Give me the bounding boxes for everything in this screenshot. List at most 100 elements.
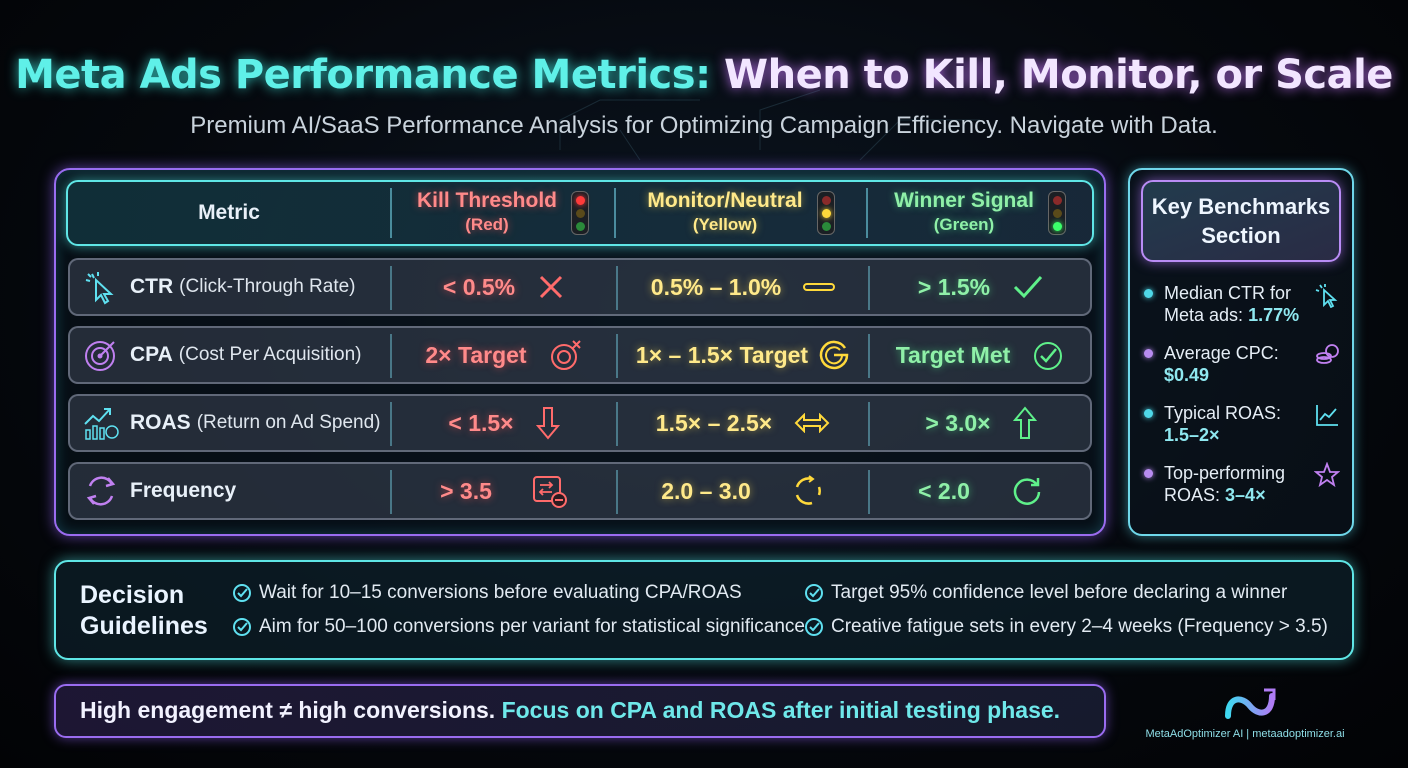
benchmark-item: Median CTR for Meta ads: 1.77% <box>1144 282 1344 328</box>
winner-value: > 1.5% <box>917 273 991 300</box>
arrow-up-icon <box>1012 406 1037 439</box>
metric-cell: CPA (Cost Per Acquisition) <box>70 328 390 382</box>
metric-name: Frequency <box>130 479 237 502</box>
decision-guidelines-title: Decision Guidelines <box>80 581 208 640</box>
insight-banner <box>54 684 1106 738</box>
guideline-item: Aim for 50–100 conversions per variant f… <box>232 616 805 638</box>
benchmark-value: 1.77% <box>1248 305 1300 325</box>
kill-value-cell: 2× Target <box>392 328 616 382</box>
benchmark-text: Top-performing ROAS: 3–4× <box>1164 463 1286 505</box>
benchmark-item: Typical ROAS: 1.5–2× <box>1144 402 1344 448</box>
benchmark-text: Typical ROAS: 1.5–2× <box>1164 403 1282 445</box>
bullet-dot <box>1144 349 1153 358</box>
header-divider <box>390 188 392 238</box>
table-row-frequency: Frequency > 3.5 2.0 – 3.0 < 2.0 <box>68 462 1092 520</box>
guideline-item: Creative fatigue sets in every 2–4 weeks… <box>804 616 1328 638</box>
guideline-item: Target 95% confidence level before decla… <box>804 582 1287 604</box>
cursor-icon <box>1315 284 1338 308</box>
benchmarks-title-line2: Section <box>1201 223 1281 248</box>
winner-value: < 2.0 <box>918 477 970 504</box>
row-divider <box>616 334 618 378</box>
refresh-cycle-icon <box>86 476 116 506</box>
metric-description: (Return on Ad Spend) <box>196 412 381 433</box>
monitor-value-cell: 1.5× – 2.5× <box>618 396 868 450</box>
monitor-value: 2.0 – 3.0 <box>661 477 751 504</box>
check-circle-icon <box>233 584 251 602</box>
decision-guidelines-panel <box>54 560 1354 660</box>
guideline-text: Target 95% confidence level before decla… <box>831 582 1288 603</box>
winner-value-cell: > 3.0× <box>870 396 1092 450</box>
header-winner-label: Winner Signal (Green) <box>894 189 1034 234</box>
cursor-click-icon <box>85 272 114 305</box>
monitor-value: 1.5× – 2.5× <box>655 409 773 436</box>
guideline-text: Aim for 50–100 conversions per variant f… <box>259 616 805 637</box>
page-title: Meta Ads Performance Metrics: When to Ki… <box>0 52 1408 98</box>
target-icon <box>85 341 115 371</box>
header-monitor: Monitor/Neutral (Yellow) <box>616 182 866 244</box>
monitor-value-cell: 2.0 – 3.0 <box>618 464 868 518</box>
metric-cell: Frequency <box>70 464 390 518</box>
row-divider <box>390 266 392 310</box>
kill-value-cell: < 0.5% <box>392 260 616 314</box>
cycle-arrows-icon <box>795 475 821 505</box>
metric-description: (Cost Per Acquisition) <box>178 344 362 365</box>
table-row-ctr: CTR (Click-Through Rate) < 0.5% 0.5% – 1… <box>68 258 1092 316</box>
table-header-row: Metric Kill Threshold (Red) Monitor/Neut… <box>66 180 1094 246</box>
guideline-text: Wait for 10–15 conversions before evalua… <box>259 582 742 603</box>
header-divider <box>614 188 616 238</box>
title-part-1: Meta Ads Performance Metrics: <box>15 52 711 98</box>
x-mark-icon <box>540 275 563 299</box>
header-monitor-label: Monitor/Neutral (Yellow) <box>647 189 803 234</box>
arrow-left-right-icon <box>794 413 830 433</box>
winner-value-cell: Target Met <box>870 328 1092 382</box>
metric-name: ROAS <box>130 411 191 434</box>
partial-target-icon <box>819 340 849 370</box>
kill-value: < 1.5× <box>448 409 514 436</box>
page-subtitle: Premium AI/SaaS Performance Analysis for… <box>190 112 1218 139</box>
header-winner: Winner Signal (Green) <box>868 182 1092 244</box>
title-part-2: When to Kill, Monitor, or Scale <box>724 52 1393 98</box>
kill-value: > 3.5 <box>440 477 492 504</box>
benchmark-value: $0.49 <box>1164 365 1210 385</box>
checkmark-icon <box>1014 275 1043 299</box>
kill-value-cell: < 1.5× <box>392 396 616 450</box>
bullet-dot <box>1144 289 1153 298</box>
benchmarks-title-line1: Key Benchmarks <box>1151 194 1331 219</box>
insight-banner-text: High engagement ≠ high conversions. Focu… <box>80 697 1060 724</box>
kill-value: < 0.5% <box>442 273 516 300</box>
winner-value-cell: < 2.0 <box>870 464 1092 518</box>
benchmarks-title: Key Benchmarks Section <box>1141 180 1341 262</box>
winner-value-cell: > 1.5% <box>870 260 1092 314</box>
benchmark-value: 1.5–2× <box>1164 425 1220 445</box>
header-metric: Metric <box>68 182 390 244</box>
coins-icon <box>1316 344 1339 364</box>
metric-name: CTR <box>130 275 174 298</box>
traffic-light-yellow-icon <box>816 191 835 235</box>
banner-text-part2: Focus on CPA and ROAS after initial test… <box>501 697 1061 723</box>
header-kill: Kill Threshold (Red) <box>392 182 614 244</box>
row-divider <box>868 266 870 310</box>
metric-name: CPA <box>130 343 173 366</box>
row-divider <box>868 470 870 514</box>
winner-value: > 3.0× <box>925 409 991 436</box>
monitor-value: 0.5% – 1.0% <box>650 273 782 300</box>
monitor-value: 1× – 1.5× Target <box>635 341 809 368</box>
bullet-dot <box>1144 409 1153 418</box>
table-row-roas: ROAS (Return on Ad Spend) < 1.5× 1.5× – … <box>68 394 1092 452</box>
banner-text-part1: High engagement ≠ high conversions. <box>80 697 496 723</box>
benchmark-value: 3–4× <box>1225 485 1266 505</box>
header-kill-label: Kill Threshold (Red) <box>416 189 557 234</box>
star-icon <box>1314 462 1340 488</box>
kill-value-cell: > 3.5 <box>392 464 616 518</box>
guideline-text: Creative fatigue sets in every 2–4 weeks… <box>831 616 1328 637</box>
header-metric-label: Metric <box>198 201 260 224</box>
benchmark-item: Top-performing ROAS: 3–4× <box>1144 462 1344 508</box>
metric-cell: ROAS (Return on Ad Spend) <box>70 396 390 450</box>
target-miss-icon <box>550 340 581 370</box>
row-divider <box>868 402 870 446</box>
row-divider <box>390 470 392 514</box>
winner-value: Target Met <box>895 341 1011 368</box>
metric-description: (Click-Through Rate) <box>179 276 356 297</box>
table-row-cpa: CPA (Cost Per Acquisition) 2× Target 1× … <box>68 326 1092 384</box>
metric-cell: CTR (Click-Through Rate) <box>70 260 390 314</box>
